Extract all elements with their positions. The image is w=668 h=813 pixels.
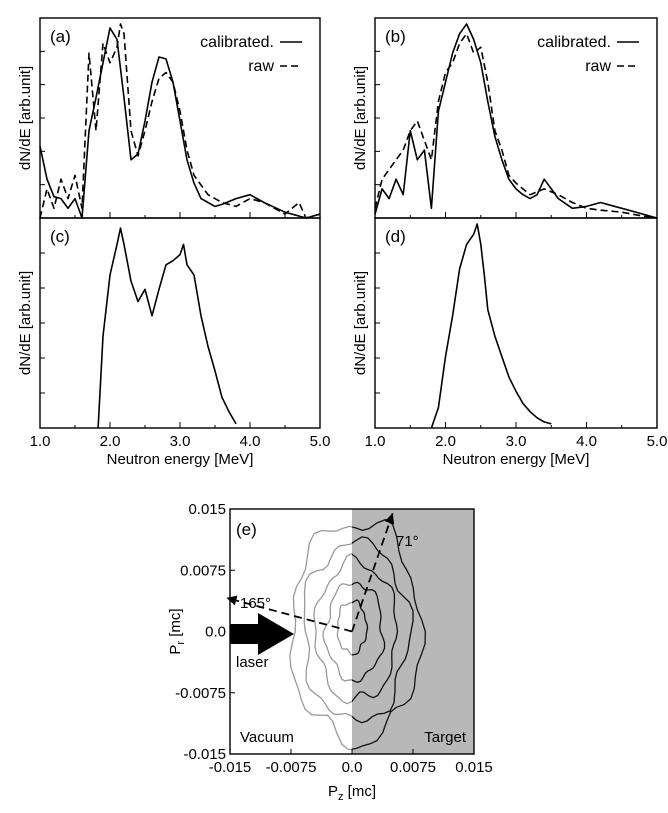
y-tick-label-e: 0.015 [188,501,226,518]
x-tick-label-c: 5.0 [310,433,331,450]
contour-left-2 [313,553,352,705]
y-tick-label-e: -0.015 [183,746,226,763]
series-line-b-solid [374,23,658,219]
panel-label-b: (b) [385,27,406,46]
x-tick-label-e: 0.0075 [390,759,436,776]
chart-a: (a) calibrated. raw dN/dE [arb.unit] [17,17,321,219]
series-line-a-solid [39,27,321,219]
y-axis-label-c: dN/dE [arb.unit] [17,271,34,375]
panel-label-c: (c) [50,227,70,246]
series-line-b-dashed [374,32,658,219]
region-target [352,509,474,754]
angle-label-165: 165° [240,595,271,612]
y-tick-label-e: 0.0 [205,624,226,641]
x-tick-label-c: 2.0 [100,433,121,450]
chart-b: (b) calibrated. raw dN/dE [arb.unit] [352,17,658,219]
x-axis-label-unit: [mc] [344,783,377,800]
series-line-a-dashed [39,23,321,219]
chart-d: (d) dN/dE [arb.unit] 1.0 2.0 3.0 4.0 5.0 Neutro… [352,217,668,468]
series-line-c-solid [97,227,237,429]
x-tick-label-c: 1.0 [30,433,51,450]
y-axis-label-d: dN/dE [arb.unit] [352,271,369,375]
chart-e: 165° 71° laser (e) Vacuum Target -0.015 -0.0075… [167,501,493,803]
x-tick-label-e: 0.0 [342,759,363,776]
x-tick-label-c: 3.0 [170,433,191,450]
y-axis-label-b: dN/dE [arb.unit] [352,66,369,170]
contour-right-0 [352,518,426,750]
laser-arrow [230,613,294,655]
arrowhead-165 [226,595,238,606]
region-label-vacuum: Vacuum [240,729,294,746]
legend-label-b-solid: calibrated. [537,34,611,51]
y-axis-label-e: Pr [mc] [167,608,187,654]
x-axis-label-e: Pz [mc] [328,783,376,803]
direction-arrow-165 [226,596,353,633]
x-tick-label-d: 5.0 [647,433,668,450]
x-tick-label-d: 1.0 [365,433,386,450]
series-line-d-solid [430,223,552,429]
y-axis-label-sub: r [175,641,187,645]
plot-frame-c [39,217,321,429]
x-tick-label-d: 2.0 [435,433,456,450]
x-tick-label-e: -0.0075 [266,759,317,776]
contour-right-1 [352,536,414,724]
x-tick-label-e: 0.015 [455,759,493,776]
legend-label-a-solid: calibrated. [200,34,274,51]
panel-label-a: (a) [50,27,71,46]
y-axis-label-main: P [167,645,184,655]
x-axis-label-c: Neutron energy [MeV] [107,451,254,468]
x-tick-label-e: -0.015 [209,759,252,776]
y-tick-label-e: 0.0075 [180,562,226,579]
region-label-target: Target [424,729,467,746]
x-tick-label-c: 4.0 [240,433,261,450]
arrowhead-71 [384,513,395,525]
x-axis-label-sub: z [338,791,344,803]
x-tick-label-d: 3.0 [506,433,527,450]
legend-label-b-dashed: raw [585,58,611,75]
direction-arrow-71 [351,513,394,632]
panel-label-e: (e) [236,520,257,539]
x-tick-label-d: 4.0 [576,433,597,450]
contour-right-2 [352,553,399,703]
contour-right-3 [352,581,386,683]
plot-frame-d [374,217,658,429]
x-axis-label-d: Neutron energy [MeV] [443,451,590,468]
y-tick-label-e: -0.0075 [175,685,226,702]
x-axis-label-main: P [328,783,338,800]
y-axis-label-unit: [mc] [167,608,184,641]
legend-label-a-dashed: raw [248,58,274,75]
panel-label-d: (d) [385,227,406,246]
contour-left-1 [303,542,352,718]
chart-c: (c) dN/dE [arb.unit] 1.0 2.0 3.0 4.0 5.0 Neutro… [17,217,331,468]
contour-right-4 [352,599,369,656]
laser-label: laser [236,654,269,671]
contour-left-3 [322,583,352,682]
angle-label-71: 71° [396,533,419,550]
contour-left-0 [289,525,352,751]
y-axis-label-a: dN/dE [arb.unit] [17,66,34,170]
